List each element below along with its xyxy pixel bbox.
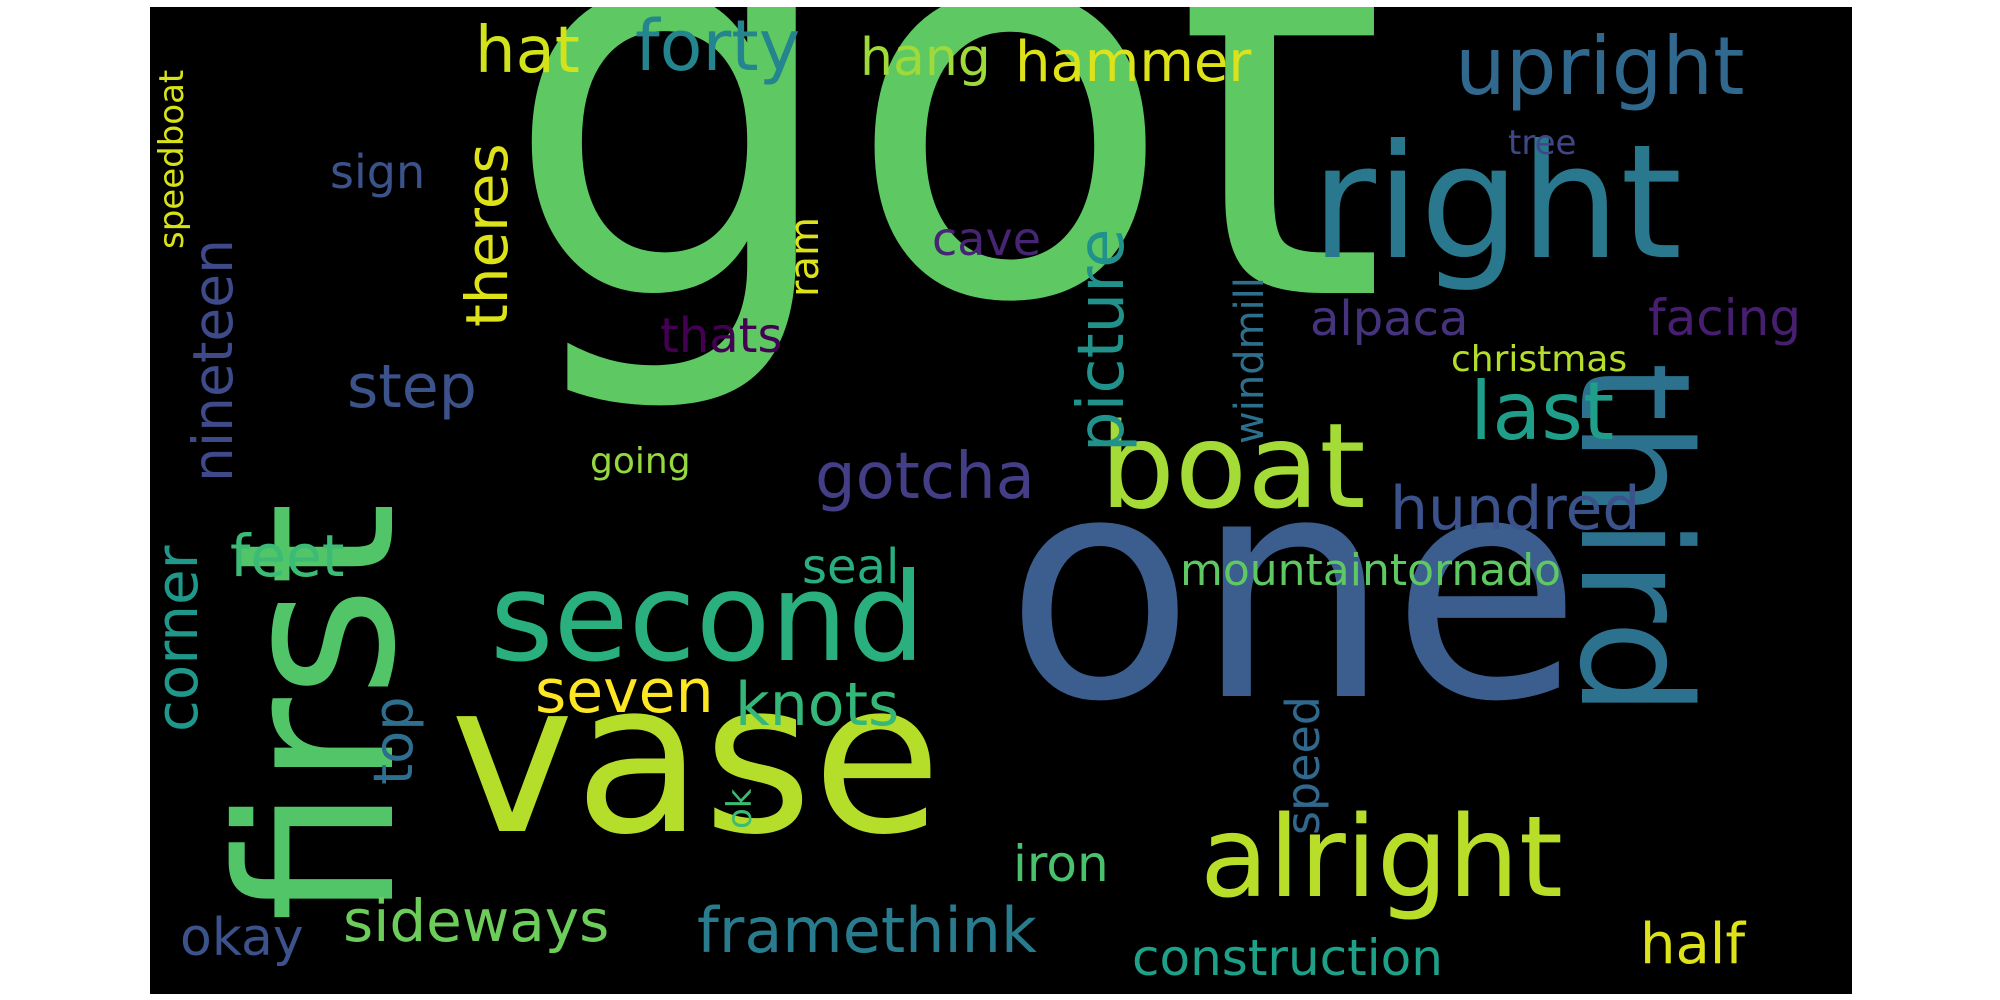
word-forty: forty <box>635 7 801 87</box>
word-seal: seal <box>802 539 900 595</box>
word-hundred: hundred <box>1390 474 1641 544</box>
word-going: going <box>590 441 691 482</box>
word-vase: vase <box>450 636 942 881</box>
word-hat: hat <box>475 14 580 88</box>
word-framethink: framethink <box>697 894 1037 967</box>
word-construction: construction <box>1132 929 1443 987</box>
word-facing: facing <box>1648 289 1802 347</box>
word-cloud: got one first vase right third boat seco… <box>150 7 1852 994</box>
word-alpaca: alpaca <box>1310 291 1469 347</box>
word-nineteen: nineteen <box>181 239 245 482</box>
word-ok: ok <box>720 788 760 830</box>
word-mountaintornado: mountaintornado <box>1180 545 1562 596</box>
word-picture: picture <box>1065 228 1139 452</box>
word-thats: thats <box>660 308 783 364</box>
word-iron: iron <box>1013 835 1109 893</box>
word-boat: boat <box>1100 397 1366 535</box>
word-hang: hang <box>860 28 991 88</box>
word-got: got <box>502 7 1387 421</box>
word-ram: ram <box>782 217 828 297</box>
word-upright: upright <box>1455 20 1745 113</box>
word-christmas: christmas <box>1451 339 1628 380</box>
word-seven: seven <box>535 657 714 727</box>
word-speed: speed <box>1276 696 1330 835</box>
word-cave: cave <box>932 212 1042 266</box>
word-sign: sign <box>330 145 426 199</box>
word-top: top <box>362 696 425 786</box>
word-tree: tree <box>1508 123 1577 163</box>
word-second: second <box>490 547 926 689</box>
word-theres: theres <box>453 143 521 327</box>
word-okay: okay <box>180 908 304 968</box>
word-knots: knots <box>735 670 900 740</box>
word-corner: corner <box>150 545 211 733</box>
word-feet: feet <box>230 522 345 590</box>
word-last: last <box>1470 365 1615 458</box>
word-step: step <box>347 352 477 422</box>
word-gotcha: gotcha <box>815 440 1035 514</box>
word-alright: alright <box>1200 793 1563 923</box>
word-windmill: windmill <box>1227 277 1273 444</box>
word-right: right <box>1311 111 1683 295</box>
word-sideways: sideways <box>343 887 610 955</box>
word-speedboat: speedboat <box>152 69 192 249</box>
word-one: one <box>1005 409 1582 770</box>
word-half: half <box>1640 912 1746 977</box>
word-hammer: hammer <box>1015 30 1252 95</box>
